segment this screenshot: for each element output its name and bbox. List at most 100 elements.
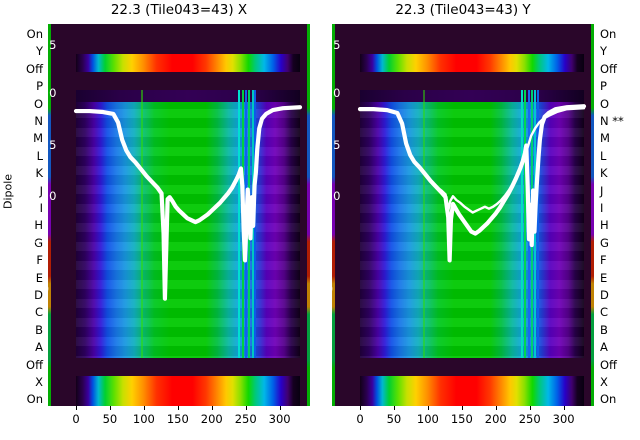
plot-panel-y[interactable]: [332, 24, 594, 406]
inner-ytick-left: - 5: [318, 234, 334, 248]
inner-ytick-left: - 0: [34, 282, 50, 296]
category-label: H: [34, 218, 43, 233]
x-tick-label: 50: [386, 412, 402, 426]
x-tick-mark: [245, 406, 247, 410]
category-label: N: [34, 114, 43, 128]
x-tick-mark: [177, 406, 179, 410]
category-label: On: [26, 392, 43, 407]
spectrogram-field-y: [360, 90, 584, 358]
inner-ytick-right: 10: [623, 189, 638, 203]
category-label: K: [600, 166, 608, 181]
bottom-colorbar-band: [76, 376, 300, 406]
x-tick-mark: [109, 406, 111, 410]
category-label: J: [600, 183, 604, 198]
x-axis-right: 0 50 100 150 200 250 300: [332, 406, 594, 438]
panel-edge-strip-right: [591, 24, 594, 406]
spectrogram-row-striping: [360, 90, 584, 358]
x-tick-label: 150: [166, 412, 189, 426]
category-label: D: [600, 288, 609, 302]
top-colorbar-gradient: [76, 54, 300, 72]
x-tick-label: 0: [72, 412, 80, 426]
bottom-colorbar-gradient: [360, 376, 584, 406]
spectrogram-row-striping: [76, 90, 300, 358]
x-tick-mark: [427, 406, 429, 410]
inner-ytick-left: - 10: [34, 189, 57, 203]
overlay-trace: [76, 107, 300, 298]
category-label: K: [35, 166, 43, 181]
category-label: Off: [600, 357, 617, 372]
category-label: F: [600, 253, 607, 268]
bottom-colorbar-band: [360, 376, 584, 406]
category-label: C: [600, 305, 609, 320]
category-label: L: [36, 148, 43, 163]
inner-ytick-left: - 25: [318, 38, 341, 52]
x-tick-label: 50: [102, 412, 118, 426]
category-label: On: [26, 27, 43, 41]
x-tick-mark: [563, 406, 565, 410]
category-label: O: [33, 96, 43, 111]
x-tick-label: 300: [268, 412, 291, 426]
x-tick-mark: [461, 406, 463, 410]
category-label: I: [600, 201, 604, 215]
x-tick-label: 300: [552, 412, 575, 426]
category-label: B: [600, 322, 608, 337]
inner-ytick-left: - 20: [34, 86, 57, 100]
x-tick-label: 100: [132, 412, 155, 426]
category-label: O: [600, 96, 610, 111]
category-label: G: [600, 235, 609, 250]
x-tick-label: 250: [518, 412, 541, 426]
x-tick-label: 150: [450, 412, 473, 426]
plot-panel-x[interactable]: [48, 24, 310, 406]
x-tick-label: 0: [356, 412, 364, 426]
inner-ytick-left: - 5: [34, 234, 50, 248]
category-label: N **: [600, 114, 624, 128]
spike-column: [422, 90, 425, 358]
category-label: D: [34, 288, 43, 302]
x-tick-label: 200: [484, 412, 507, 426]
category-label: F: [36, 253, 43, 268]
category-label: On: [600, 392, 617, 407]
category-label: Y: [600, 44, 608, 59]
category-label: Y: [35, 44, 43, 59]
category-label: X: [35, 375, 43, 389]
category-label: A: [35, 340, 43, 355]
inner-ytick-left: - 10: [318, 189, 341, 203]
overlay-trace-group-x: [76, 90, 300, 358]
x-tick-mark: [211, 406, 213, 410]
overlay-trace: [360, 106, 584, 260]
category-label: M: [33, 131, 43, 146]
category-label: M: [600, 131, 610, 146]
category-labels-left: On Y Off P O N M L K J I H G F E D C B A Off X On: [5, 24, 45, 406]
panel-edge-strip-right: [307, 24, 310, 406]
bottom-colorbar-gradient: [76, 376, 300, 406]
inner-ytick-right: 0: [630, 282, 638, 296]
panel-edge-strip-left: [48, 24, 51, 406]
overlay-trace: [360, 108, 584, 212]
panel-edge-strip-left: [332, 24, 335, 406]
x-tick-label: 100: [416, 412, 439, 426]
x-tick-mark: [360, 406, 361, 410]
overlay-trace-group-y: [360, 90, 584, 358]
category-labels-right: On Y Off P O N ** M L K J I H G F E D C B A Off X On: [598, 24, 638, 406]
category-label: H: [600, 218, 609, 233]
inner-ytick-right: 20: [623, 86, 638, 100]
inner-ytick-right: 5: [630, 234, 638, 248]
category-label: E: [600, 270, 608, 285]
category-label: A: [600, 340, 608, 355]
category-label: C: [34, 305, 43, 320]
spike-column: [520, 90, 523, 358]
top-colorbar-band: [360, 54, 584, 72]
x-tick-label: 200: [200, 412, 223, 426]
top-colorbar-gradient: [360, 54, 584, 72]
spike-column: [238, 90, 241, 358]
x-tick-mark: [393, 406, 395, 410]
inner-ytick-left: - 15: [318, 138, 341, 152]
category-label: Off: [26, 61, 43, 76]
panel-title-right: 22.3 (Tile043=43) Y: [395, 2, 531, 18]
category-label: On: [600, 27, 617, 41]
category-label: I: [39, 201, 43, 215]
x-tick-mark: [279, 406, 281, 410]
spike-column: [524, 90, 527, 358]
x-tick-mark: [495, 406, 497, 410]
category-label: Off: [26, 357, 43, 372]
